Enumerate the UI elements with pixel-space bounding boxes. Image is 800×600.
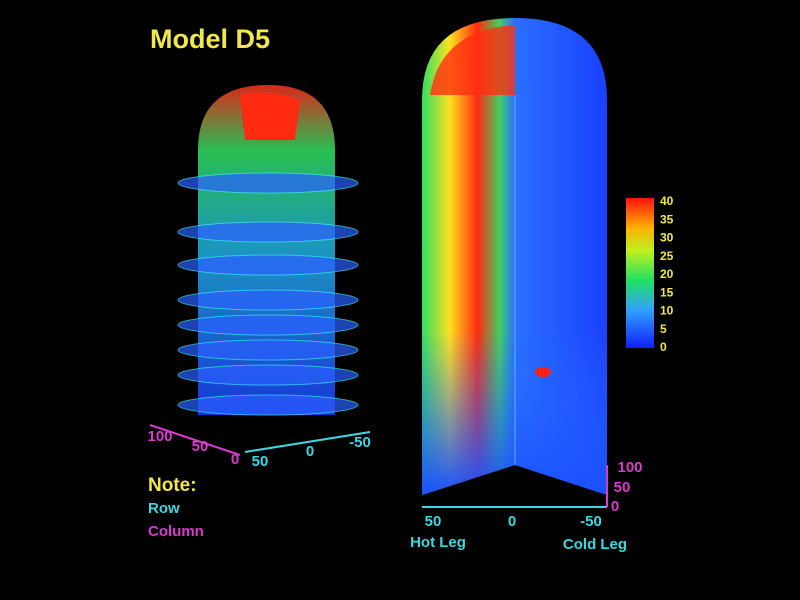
- colorbar-label: 5: [660, 322, 667, 336]
- cold-leg-label: Cold Leg: [563, 536, 627, 553]
- column-tick: -50: [349, 434, 371, 451]
- row-tick: 100: [147, 428, 172, 445]
- colorbar-label: 25: [660, 249, 674, 263]
- note-row: Row: [148, 500, 180, 517]
- colorbar-label: 35: [660, 212, 674, 226]
- left-model: [149, 85, 371, 456]
- hot-leg-label: Hot Leg: [410, 534, 466, 551]
- title: Model D5: [150, 24, 270, 54]
- colorbar-label: 40: [660, 194, 674, 208]
- vertical-tick: 100: [617, 459, 642, 476]
- right-model: [422, 18, 608, 508]
- note-column: Column: [148, 523, 204, 540]
- horizontal-tick: -50: [580, 513, 602, 530]
- colorbar-label: 10: [660, 304, 674, 318]
- colorbar-label: 15: [660, 285, 674, 299]
- horizontal-tick: 50: [425, 513, 442, 530]
- column-tick: 50: [252, 453, 269, 470]
- vertical-tick: 0: [611, 498, 619, 515]
- column-tick: 0: [306, 443, 314, 460]
- note-heading: Note:: [148, 475, 197, 496]
- colorbar: [626, 198, 654, 348]
- colorbar-label: 30: [660, 231, 674, 245]
- colorbar-label: 20: [660, 267, 674, 281]
- colorbar-label: 0: [660, 340, 667, 354]
- row-tick: 0: [231, 451, 239, 468]
- vertical-tick: 50: [614, 479, 631, 496]
- horizontal-tick: 0: [508, 513, 516, 530]
- colorbar-labels: 40 35 30 25 20 15 10 5 0: [660, 194, 674, 354]
- row-tick: 50: [192, 438, 209, 455]
